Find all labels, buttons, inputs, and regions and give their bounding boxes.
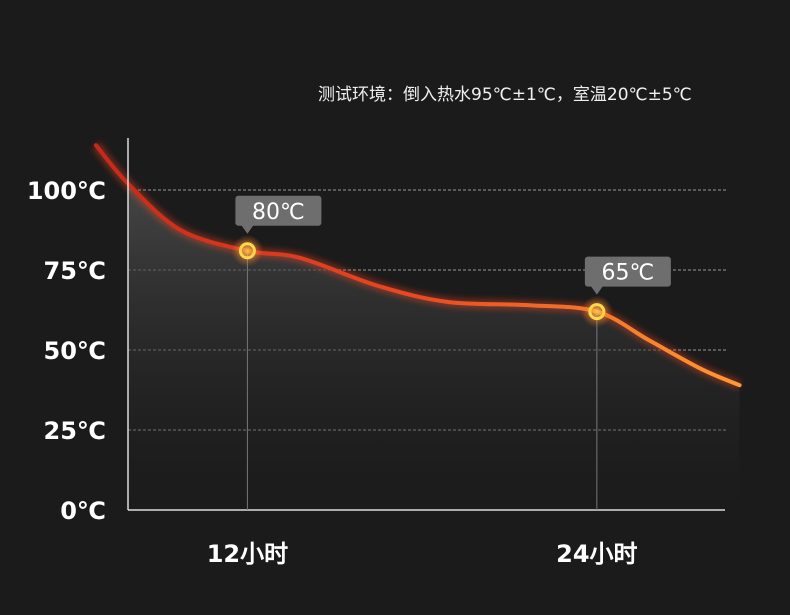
value-callout: 65℃ [584, 256, 671, 295]
data-marker [238, 242, 256, 260]
y-tick-label: 25℃ [44, 417, 106, 445]
marker-glow [231, 234, 264, 267]
callout-pointer [590, 286, 603, 295]
y-tick-label: 0℃ [60, 497, 106, 525]
y-tick-label: 75℃ [44, 257, 106, 285]
callout-label: 65℃ [602, 261, 655, 286]
data-marker [588, 303, 606, 321]
marker-glow [580, 295, 613, 328]
temperature-line [93, 143, 742, 388]
y-tick-label: 100℃ [27, 177, 106, 205]
test-conditions-note: 测试环境：倒入热水95℃±1℃，室温20℃±5℃ [318, 85, 692, 105]
x-tick-label: 12小时 [207, 540, 288, 568]
callout-box [584, 256, 671, 287]
callout-box [235, 195, 322, 226]
value-callout: 80℃ [235, 195, 322, 234]
callout-label: 80℃ [252, 200, 305, 225]
x-tick-label: 24小时 [556, 540, 637, 568]
callout-pointer [241, 225, 254, 234]
y-tick-label: 50℃ [44, 337, 106, 365]
area-fill [95, 145, 740, 510]
